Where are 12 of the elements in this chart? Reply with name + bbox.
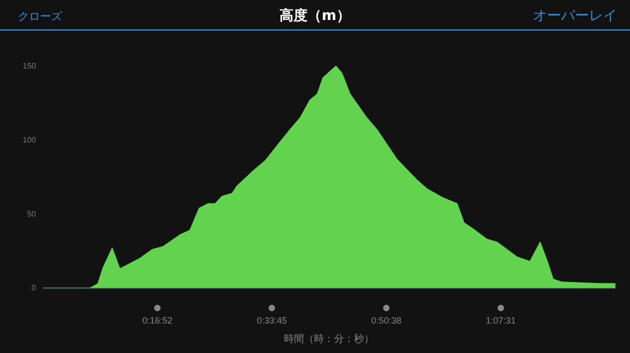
- x-tick-label: 0:16:52: [142, 315, 172, 326]
- y-tick-label: 100: [22, 136, 37, 145]
- x-tick-label: 0:33:45: [256, 315, 287, 326]
- x-tick-label: 0:50:38: [371, 315, 402, 326]
- y-tick-label: 150: [22, 62, 37, 71]
- y-tick-label: 50: [27, 210, 37, 219]
- chart-title: 高度（m）: [280, 7, 350, 24]
- x-tick-label: 1:07:31: [486, 315, 516, 326]
- text: オーバーレイ: [533, 8, 617, 24]
- y-tick-label: 0: [32, 284, 37, 293]
- text: クローズ: [18, 10, 63, 23]
- x-axis-title: 時間（時：分：秒）: [284, 333, 374, 345]
